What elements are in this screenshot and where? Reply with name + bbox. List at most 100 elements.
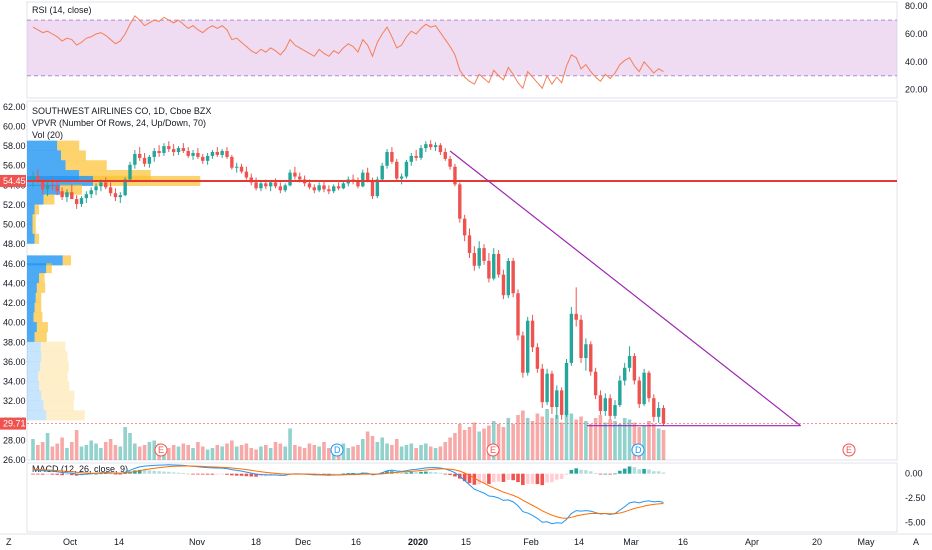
vpvr-label: VPVR (Number Of Rows, 24, Up/Down, 70) bbox=[32, 118, 206, 128]
price-axis-tick: 62.00 bbox=[3, 102, 26, 112]
volume-profile-up bbox=[27, 140, 58, 151]
macd-histogram-bar bbox=[501, 473, 506, 482]
volume-bar bbox=[65, 448, 69, 460]
volume-bar bbox=[99, 448, 103, 460]
candle-body bbox=[458, 184, 462, 219]
descending-trendline[interactable] bbox=[449, 150, 802, 427]
event-marker[interactable]: E bbox=[486, 443, 500, 457]
macd-histogram-bar bbox=[433, 472, 438, 474]
last-price-tag-bg bbox=[0, 417, 26, 430]
macd-axis-tick: 0.00 bbox=[905, 469, 923, 479]
macd-histogram-bar bbox=[341, 473, 346, 475]
time-axis-tick: Feb bbox=[523, 537, 539, 547]
price-axis-tick: 38.00 bbox=[3, 337, 26, 347]
rsi-line bbox=[32, 15, 664, 90]
candle-body bbox=[50, 185, 55, 187]
volume-bar bbox=[458, 424, 462, 460]
volume-profile-down bbox=[34, 233, 40, 244]
candle-body bbox=[550, 373, 554, 408]
candle-body bbox=[108, 187, 113, 194]
volume-bar bbox=[312, 445, 317, 460]
auto-scale-button[interactable]: A bbox=[913, 537, 919, 547]
candle-body bbox=[370, 180, 375, 197]
macd-histogram-bar bbox=[331, 473, 336, 475]
macd-histogram-bar bbox=[176, 472, 181, 474]
price-axis-tick: 52.00 bbox=[3, 200, 26, 210]
candle-body bbox=[259, 183, 263, 189]
candle-body bbox=[230, 156, 234, 168]
price-axis-tick: 44.00 bbox=[3, 278, 26, 288]
macd-histogram-bar bbox=[346, 473, 351, 474]
volume-profile-down bbox=[57, 140, 80, 151]
rsi-pane[interactable]: RSI (14, close) bbox=[27, 5, 897, 90]
event-marker[interactable]: D bbox=[330, 443, 344, 457]
volume-profile-down bbox=[79, 170, 151, 181]
candle-body bbox=[336, 186, 341, 189]
macd-histogram-bar bbox=[196, 473, 200, 475]
candle-body bbox=[65, 192, 69, 198]
volume-profile-down bbox=[38, 371, 68, 382]
volume-bar bbox=[103, 442, 108, 460]
event-marker[interactable]: D bbox=[631, 443, 645, 457]
volume-bar bbox=[351, 446, 355, 460]
volume-bar bbox=[249, 448, 254, 460]
volume-bar bbox=[627, 419, 632, 460]
event-marker-circle bbox=[486, 443, 500, 457]
macd-histogram-bar bbox=[555, 473, 559, 480]
candle-body bbox=[84, 194, 89, 199]
time-axis-tick: 18 bbox=[251, 537, 261, 547]
macd-histogram-bar bbox=[579, 469, 583, 474]
macd-histogram-bar bbox=[108, 473, 113, 475]
macd-histogram-bar bbox=[230, 473, 234, 476]
macd-histogram-bar bbox=[535, 473, 540, 485]
candle-body bbox=[419, 148, 423, 158]
event-marker[interactable]: E bbox=[154, 443, 168, 457]
volume-profile-up bbox=[27, 331, 35, 342]
candle-body bbox=[496, 254, 501, 275]
macd-histogram-bar bbox=[428, 471, 433, 474]
candle-body bbox=[36, 176, 40, 182]
price-pane[interactable]: E D E D E SOUTHWEST AIRLINES CO, 1D, Cboe BZ… bbox=[27, 106, 897, 460]
candle-body bbox=[462, 218, 467, 236]
volume-profile-up bbox=[27, 400, 44, 411]
candle-body bbox=[540, 368, 544, 403]
macd-histogram-bar bbox=[181, 473, 186, 474]
volume-bar bbox=[448, 437, 452, 460]
volume-bar bbox=[365, 431, 370, 460]
volume-profile-down bbox=[36, 322, 48, 333]
volume-bar bbox=[70, 442, 74, 460]
macd-histogram-bar bbox=[608, 473, 612, 475]
candle-body bbox=[171, 149, 176, 153]
zoom-button-label: Z bbox=[6, 537, 12, 547]
volume-profile-down bbox=[32, 214, 36, 225]
zoom-button[interactable]: Z bbox=[6, 537, 12, 547]
candle-body bbox=[147, 156, 152, 164]
candle-body bbox=[215, 152, 219, 155]
candle-body bbox=[60, 191, 64, 198]
volume-bar bbox=[390, 445, 394, 460]
price-axis-tick: 42.00 bbox=[3, 298, 26, 308]
macd-histogram-bar bbox=[642, 468, 646, 474]
candle-body bbox=[559, 390, 564, 415]
price-title: SOUTHWEST AIRLINES CO, 1D, Cboe BZX bbox=[32, 106, 211, 116]
volume-profile-up bbox=[27, 255, 63, 266]
macd-pane[interactable]: MACD (12, 26, close, 9) bbox=[31, 464, 666, 525]
volume-bar bbox=[394, 439, 399, 460]
volume-bar bbox=[622, 418, 627, 460]
macd-title: MACD (12, 26, close, 9) bbox=[32, 464, 128, 474]
event-marker-label: D bbox=[334, 445, 341, 455]
volume-bar bbox=[545, 409, 549, 460]
volume-bar bbox=[370, 436, 375, 460]
macd-histogram-bar bbox=[142, 469, 147, 474]
volume-bar bbox=[467, 427, 472, 460]
volume-label: Vol (20) bbox=[32, 130, 63, 140]
volume-bar bbox=[346, 448, 351, 460]
volume-profile-down bbox=[43, 194, 55, 205]
candle-body bbox=[569, 313, 574, 363]
macd-histogram-bar bbox=[244, 473, 249, 477]
volume-profile-up bbox=[27, 380, 40, 391]
event-marker[interactable]: E bbox=[842, 443, 856, 457]
candle-body bbox=[511, 260, 515, 294]
event-marker-label: E bbox=[158, 445, 164, 455]
